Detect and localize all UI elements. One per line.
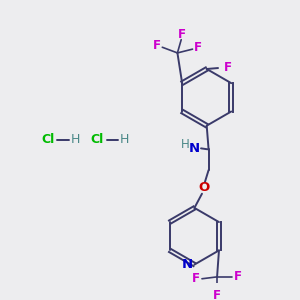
Text: H: H — [181, 138, 189, 151]
Text: F: F — [213, 289, 221, 300]
Text: O: O — [198, 181, 209, 194]
Text: F: F — [153, 39, 160, 52]
Text: F: F — [194, 41, 202, 54]
Text: Cl: Cl — [91, 134, 104, 146]
Text: H: H — [71, 134, 80, 146]
Text: H: H — [120, 134, 129, 146]
Text: F: F — [224, 61, 232, 74]
Text: N: N — [189, 142, 200, 155]
Text: F: F — [234, 270, 242, 284]
Text: N: N — [181, 258, 192, 271]
Text: F: F — [178, 28, 186, 40]
Text: F: F — [192, 272, 200, 285]
Text: Cl: Cl — [41, 134, 55, 146]
